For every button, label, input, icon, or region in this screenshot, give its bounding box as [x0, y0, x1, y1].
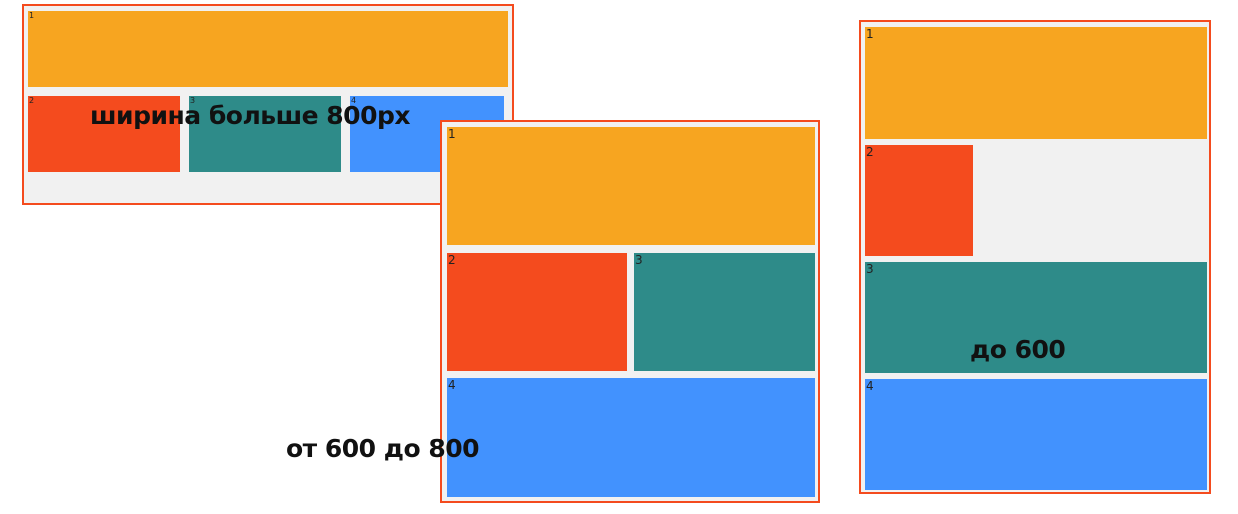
block-label: 4 [866, 379, 874, 393]
block-3: 3 [634, 253, 815, 371]
block-4: 4 [447, 378, 815, 497]
block-label: 2 [448, 253, 456, 267]
block-label: 2 [29, 96, 35, 105]
block-label: 4 [448, 378, 456, 392]
block-label: 2 [866, 145, 874, 159]
block-4: 4 [865, 379, 1207, 490]
block-3: 3 [865, 262, 1207, 373]
block-label: 1 [29, 11, 35, 20]
caption-narrow: до 600 [970, 335, 1066, 364]
block-2: 2 [28, 96, 180, 172]
block-label: 3 [190, 96, 196, 105]
block-label: 1 [448, 127, 456, 141]
layout-narrow-frame: 1 2 3 4 [859, 20, 1211, 494]
block-2: 2 [447, 253, 627, 371]
block-1: 1 [447, 127, 815, 245]
block-1: 1 [865, 27, 1207, 139]
block-3: 3 [189, 96, 341, 172]
block-1: 1 [28, 11, 508, 87]
block-label: 4 [351, 96, 357, 105]
layout-wide-frame: 1 2 3 4 [22, 4, 514, 205]
block-label: 3 [635, 253, 643, 267]
caption-medium: от 600 до 800 [286, 434, 480, 463]
block-label: 1 [866, 27, 874, 41]
block-2: 2 [865, 145, 973, 256]
block-label: 3 [866, 262, 874, 276]
layout-medium-frame: 1 2 3 4 [440, 120, 820, 503]
caption-wide: ширина больше 800px [90, 101, 411, 130]
